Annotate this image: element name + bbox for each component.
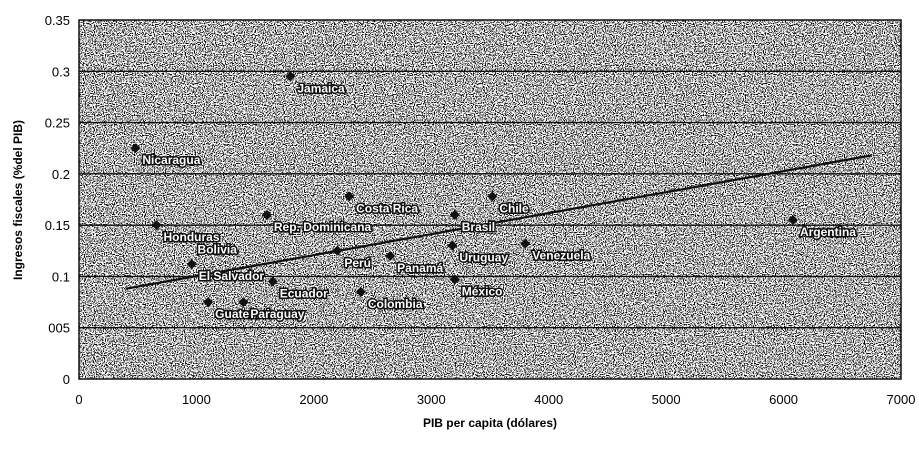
data-point-label: Perú [344, 256, 371, 270]
y-tick-label: 005 [48, 321, 70, 336]
data-point-marker [344, 191, 355, 202]
x-tick-labels: 0 1000 2000 3000 4000 5000 6000 7000 [75, 392, 915, 407]
trendline [125, 154, 872, 290]
data-point-marker [203, 297, 214, 308]
y-tick-label: 0.35 [45, 13, 70, 28]
data-point-marker [151, 220, 162, 231]
data-point-marker [447, 240, 458, 251]
data-point-label: Paraguay [250, 307, 304, 321]
trendline-group [125, 154, 872, 290]
data-point-label: México [462, 285, 503, 299]
x-tick-label: 2000 [299, 392, 328, 407]
data-point-marker [385, 250, 396, 261]
data-point-label: Chile [499, 201, 529, 215]
data-point-label: Rep. Dominicana [274, 220, 372, 234]
data-point-marker [487, 191, 498, 202]
x-axis-title: PIB per capita (dólares) [423, 416, 557, 430]
plot-frame [78, 19, 902, 380]
data-point-marker [267, 276, 278, 287]
data-point-label: Uruguay [459, 251, 508, 265]
data-point-marker [185, 232, 196, 243]
y-tick-label: 0.15 [45, 218, 70, 233]
data-point-label: Guatemala [215, 307, 277, 321]
x-tick-label: 7000 [887, 392, 916, 407]
data-point-label: Bolivia [198, 242, 238, 256]
data-point-label: Ecuador [280, 287, 328, 301]
data-point-marker [186, 259, 197, 270]
data-point-label: Honduras [164, 230, 220, 244]
x-tick-label: 0 [75, 392, 82, 407]
data-point-marker [787, 215, 798, 226]
y-axis-title: Ingresos fiscales (%del PIB) [11, 120, 25, 280]
y-tick-label: 0.3 [52, 64, 70, 79]
x-tick-label: 5000 [652, 392, 681, 407]
y-tick-labels: 0 005 0.1 0.15 0.2 0.25 0.3 0.35 [45, 13, 70, 387]
data-point-label: Venezuela [532, 249, 590, 263]
x-tick-label: 1000 [182, 392, 211, 407]
y-tick-label: 0.2 [52, 167, 70, 182]
y-tick-label: 0.25 [45, 116, 70, 131]
data-point-marker [520, 238, 531, 249]
data-point-marker [449, 274, 460, 285]
plot-noise-texture [79, 20, 901, 379]
y-tick-label: 0 [63, 372, 70, 387]
data-point-label: Brasil [462, 220, 495, 234]
data-point-label: Colombia [368, 297, 423, 311]
y-tick-label: 0.1 [52, 269, 70, 284]
data-point-label: Nicaragua [142, 153, 200, 167]
data-points [130, 71, 798, 308]
x-tick-label: 6000 [769, 392, 798, 407]
data-point-label: Panamá [397, 261, 443, 275]
data-point-marker [130, 143, 141, 154]
data-point-marker [261, 209, 272, 220]
x-tick-label: 3000 [417, 392, 446, 407]
data-point-label: El Salvador [199, 269, 265, 283]
data-point-label: Costa Rica [356, 201, 418, 215]
data-point-label: Argentina [800, 225, 856, 239]
data-point-marker [332, 245, 343, 256]
gridlines [79, 70, 901, 329]
data-point-label: Jamaica [297, 81, 345, 95]
data-point-marker [449, 209, 460, 220]
data-point-marker [238, 297, 249, 308]
data-point-marker [355, 286, 366, 297]
x-tick-label: 4000 [534, 392, 563, 407]
data-point-marker [285, 71, 296, 82]
